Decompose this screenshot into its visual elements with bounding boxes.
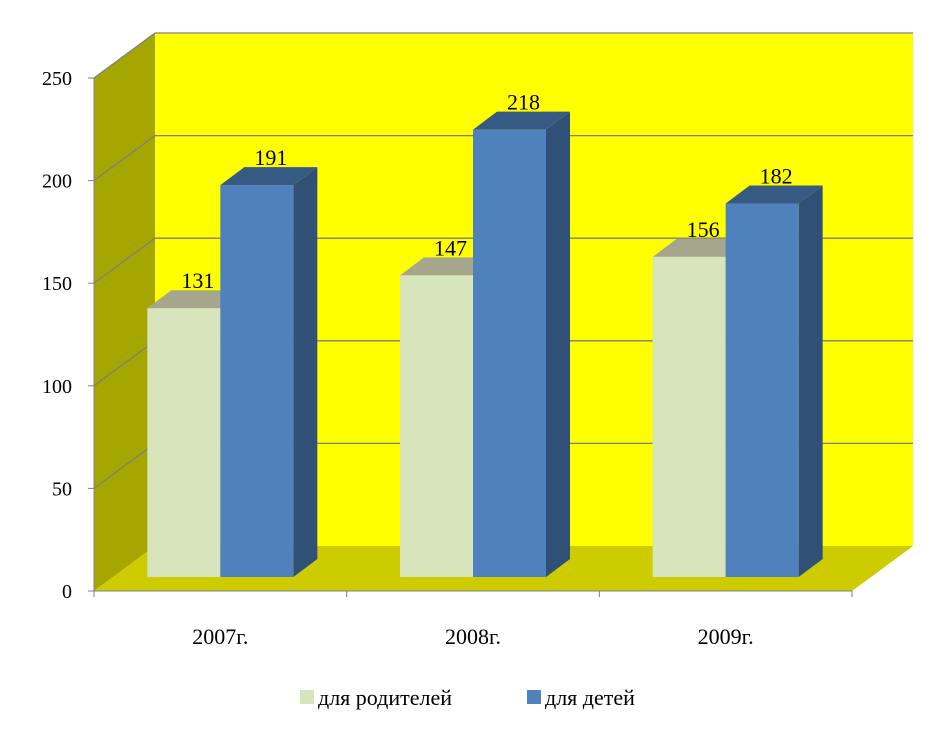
legend-swatch bbox=[527, 690, 541, 704]
data-label: 218 bbox=[507, 90, 540, 115]
bar-side-2-2 bbox=[546, 111, 570, 577]
legend: для родителей для детей bbox=[300, 685, 635, 710]
data-label: 191 bbox=[254, 145, 287, 170]
bar bbox=[725, 203, 799, 577]
data-label: 131 bbox=[181, 268, 214, 293]
bar bbox=[652, 256, 726, 577]
bar-side-2-3 bbox=[798, 185, 823, 577]
bar-top-2-2 bbox=[473, 111, 570, 130]
legend-label: для родителей bbox=[318, 685, 452, 710]
bar-top-2-1 bbox=[220, 167, 318, 186]
side-wall bbox=[94, 33, 155, 591]
bar bbox=[400, 275, 473, 577]
gridline bbox=[93, 237, 913, 284]
y-tick-label: 250 bbox=[42, 68, 72, 90]
y-tick-label: 200 bbox=[42, 171, 72, 193]
y-tick-label: 100 bbox=[42, 376, 72, 398]
bar bbox=[473, 129, 546, 577]
data-label: 156 bbox=[687, 217, 720, 242]
data-labels: 131 191 147 218 156 182 bbox=[181, 90, 792, 294]
bar-top-1-1 bbox=[147, 290, 245, 309]
x-tick-label: 2009г. bbox=[698, 624, 754, 649]
bar-top-1-3 bbox=[652, 238, 750, 257]
bar-side-2-1 bbox=[293, 167, 318, 577]
data-label: 147 bbox=[434, 235, 467, 260]
gridline bbox=[93, 134, 913, 182]
data-label: 182 bbox=[760, 164, 793, 189]
y-tick-label: 150 bbox=[42, 273, 72, 295]
x-tick-label: 2007г. bbox=[192, 624, 248, 649]
x-axis: 2007г. 2008г. 2009г. bbox=[93, 590, 853, 649]
y-tick-label: 0 bbox=[62, 581, 72, 603]
bars bbox=[147, 111, 823, 577]
bar bbox=[220, 185, 294, 577]
y-axis: 0 50 100 150 200 250 bbox=[42, 68, 95, 603]
bar-top-2-3 bbox=[725, 185, 823, 204]
legend-swatch bbox=[300, 690, 314, 704]
bar bbox=[147, 308, 221, 577]
x-tick-label: 2008г. bbox=[445, 624, 501, 649]
y-tick-label: 50 bbox=[52, 478, 72, 500]
bar-top-1-2 bbox=[400, 257, 497, 276]
gridline bbox=[93, 32, 913, 79]
legend-label: для детей bbox=[545, 685, 635, 710]
